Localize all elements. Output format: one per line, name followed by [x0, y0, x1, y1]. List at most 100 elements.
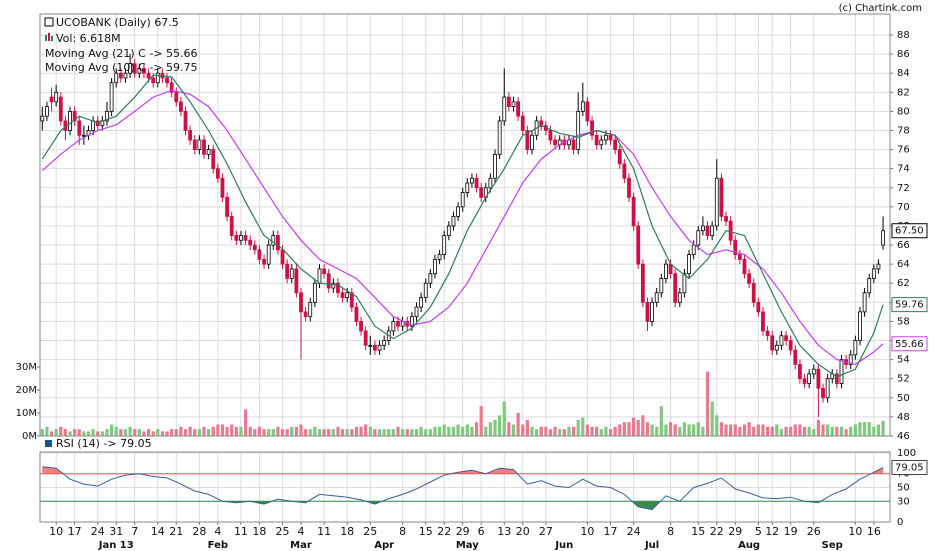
- credit: (c) Chartink.com: [839, 3, 922, 14]
- volume-bar: [770, 426, 774, 436]
- candle-body: [798, 363, 802, 380]
- candle-body: [132, 63, 137, 74]
- candle-body: [77, 120, 82, 136]
- volume-bar: [364, 424, 368, 436]
- volume-bar: [858, 422, 862, 436]
- candle-body: [719, 177, 724, 217]
- rsi-panel: [39, 451, 891, 523]
- volume-bar: [428, 429, 432, 436]
- candle-body: [479, 187, 484, 198]
- candle-body: [215, 168, 220, 179]
- y-tick-label: 76: [897, 145, 910, 156]
- volume-bar: [613, 426, 617, 436]
- price-layer: [40, 54, 885, 417]
- rsi-layer: [40, 466, 890, 511]
- candle-body: [331, 282, 336, 289]
- candle-body: [594, 134, 599, 146]
- candle-body: [696, 230, 701, 246]
- volume-bar: [585, 424, 590, 436]
- volume-bar: [733, 424, 737, 436]
- volume-bar: [793, 424, 797, 436]
- volume-bar: [165, 431, 169, 436]
- candle-body: [631, 196, 636, 227]
- volume-bar: [327, 429, 331, 436]
- x-tick-label: 4: [214, 525, 221, 538]
- volume-bar: [465, 424, 469, 436]
- volume-bar: [313, 426, 317, 436]
- volume-bar: [225, 426, 229, 436]
- volume-bar: [844, 429, 848, 436]
- candle-body: [271, 235, 276, 246]
- volume-bar: [230, 424, 234, 436]
- volume-bar: [105, 429, 109, 436]
- candle-body: [724, 216, 728, 222]
- volume-bar: [701, 426, 705, 436]
- volume-bar: [86, 431, 91, 436]
- volume-bar: [742, 424, 747, 436]
- value-tag-box: [891, 459, 928, 475]
- volume-bar: [299, 424, 303, 436]
- volume-bar: [207, 429, 211, 436]
- y-tick-label: 80: [897, 106, 910, 117]
- month-label: Aug: [738, 540, 760, 551]
- x-tick-label: 17: [604, 525, 618, 538]
- volume-bar: [170, 429, 174, 436]
- candle-body: [81, 134, 86, 137]
- volume-bar: [682, 422, 687, 436]
- candle-body: [664, 263, 668, 279]
- candle-body: [853, 340, 858, 356]
- volume-bar: [77, 429, 81, 436]
- candle-body: [206, 149, 211, 155]
- candle-body: [585, 101, 590, 122]
- candle-body: [779, 335, 784, 346]
- x-tick-label: 11: [317, 525, 331, 538]
- candle-body: [72, 110, 77, 122]
- month-label: Feb: [208, 540, 228, 551]
- volume-bar: [673, 424, 677, 436]
- candle-body: [340, 292, 345, 298]
- candle-body: [322, 268, 327, 275]
- candle-body: [49, 96, 54, 103]
- x-tick-label: 21: [169, 525, 183, 538]
- month-label: Apr: [374, 540, 394, 551]
- y-tick-label: 48: [897, 412, 910, 423]
- candle-body: [825, 378, 830, 399]
- candle-body: [428, 273, 433, 284]
- candle-body: [871, 268, 876, 279]
- x-tick-label: 10: [49, 525, 63, 538]
- legend-icon: [45, 35, 47, 41]
- volume-bar: [248, 426, 252, 436]
- y-tick-label: 84: [897, 68, 910, 79]
- volume-bar: [96, 431, 100, 436]
- volume-bar: [599, 429, 603, 436]
- volume-bar: [668, 422, 673, 436]
- candle-body: [165, 77, 169, 84]
- candle-body: [142, 68, 146, 74]
- volume-tick-label: 0M: [22, 431, 37, 442]
- volume-bar: [493, 419, 497, 436]
- candle-body: [858, 311, 862, 341]
- volume-bar: [82, 431, 86, 436]
- volume-bar: [826, 424, 830, 436]
- y-tick-label: 74: [897, 164, 910, 175]
- candle-body: [511, 101, 516, 108]
- candle-body: [169, 82, 174, 93]
- volume-bar: [756, 424, 760, 436]
- candle-body: [317, 268, 322, 284]
- x-tick-label: 22: [710, 525, 724, 538]
- legend-ma10: Moving Avg (10) C -> 59.75: [45, 61, 198, 74]
- candle-body: [243, 235, 248, 241]
- y-tick-label: 78: [897, 125, 910, 136]
- volume-bar: [359, 426, 363, 436]
- candle-body: [650, 301, 654, 322]
- volume-bar: [535, 429, 539, 436]
- volume-bar: [137, 429, 141, 436]
- volume-bar: [581, 417, 585, 436]
- x-tick-label: 26: [807, 525, 821, 538]
- volume-bar: [405, 429, 409, 436]
- candle-body: [848, 354, 853, 365]
- candle-body: [414, 306, 419, 318]
- candle-body: [197, 139, 202, 150]
- x-tick-label: 15: [691, 525, 705, 538]
